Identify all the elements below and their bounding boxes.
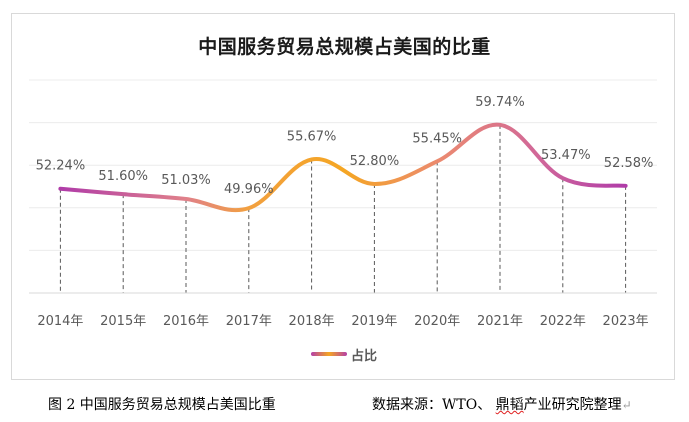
data-label: 55.45% [412, 131, 462, 146]
data-labels: 52.24% 51.60% 51.03% 49.96% 55.67% 52.80% 55.4… [36, 95, 654, 197]
chart-frame [11, 13, 675, 380]
series-line-占比 [58, 122, 628, 213]
data-label: 52.80% [350, 154, 400, 169]
source-caption: 数据来源：WTO、 鼎韬产业研究院整理↵ [372, 394, 632, 414]
x-tick-label: 2021年 [477, 314, 523, 329]
data-label: 52.24% [36, 159, 86, 174]
data-label: 51.60% [98, 169, 148, 184]
data-label: 51.03% [161, 173, 211, 188]
x-tick-labels: 2014年 2015年 2016年 2017年 2018年 2019年 2020年 2021年… [37, 314, 648, 329]
data-label: 53.47% [541, 148, 591, 163]
legend-swatch [311, 352, 347, 356]
x-tick-label: 2023年 [603, 314, 649, 329]
legend-label: 占比 [351, 348, 378, 364]
x-tick-label: 2014年 [37, 314, 83, 329]
legend: 占比 [311, 345, 378, 364]
drop-lines [59, 124, 627, 293]
x-tick-label: 2019年 [351, 314, 397, 329]
paragraph-mark-icon: ↵ [621, 398, 632, 412]
source-suffix: 产业研究院整理 [523, 397, 622, 413]
chart-title: 中国服务贸易总规模占美国的比重 [198, 36, 491, 58]
data-label: 52.58% [604, 156, 654, 171]
x-tick-label: 2015年 [100, 314, 146, 329]
data-label: 49.96% [224, 182, 274, 197]
gridlines [29, 79, 657, 251]
x-tick-label: 2018年 [289, 314, 335, 329]
x-tick-label: 2017年 [226, 314, 272, 329]
x-tick-label: 2020年 [414, 314, 460, 329]
source-prefix: 数据来源：WTO、 [372, 397, 496, 413]
figure-caption: 图 2 中国服务贸易总规模占美国比重 [48, 397, 276, 413]
data-label: 55.67% [287, 129, 337, 144]
x-tick-label: 2022年 [540, 314, 586, 329]
x-tick-label: 2016年 [163, 314, 209, 329]
data-label: 59.74% [475, 95, 525, 110]
source-flagged-word: 鼎韬 [495, 397, 524, 413]
